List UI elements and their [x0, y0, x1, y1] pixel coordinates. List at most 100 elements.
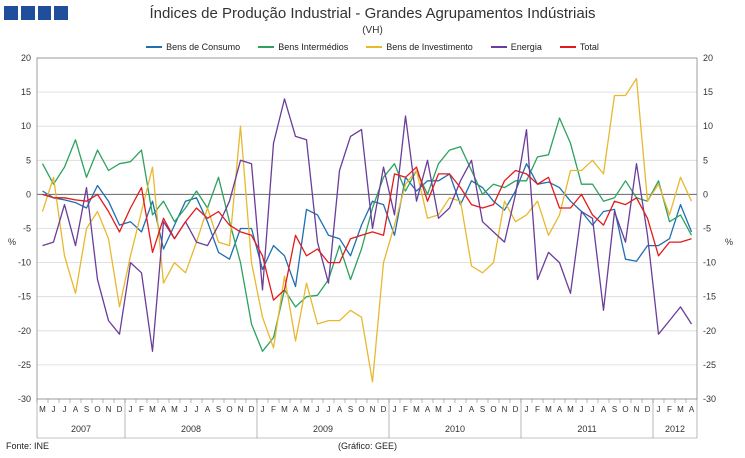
x-month-label: J [459, 405, 463, 414]
series-line-total [42, 166, 692, 301]
x-month-label: J [580, 405, 584, 414]
logo-block [37, 6, 52, 20]
x-month-label: A [73, 405, 79, 414]
y-tick-label-left: 15 [21, 87, 31, 97]
x-month-label: M [435, 405, 442, 414]
y-tick-label-right: 10 [703, 121, 713, 131]
legend-swatch [258, 46, 275, 48]
legend-label: Bens de Consumo [166, 42, 241, 52]
y-tick-label-right: -15 [703, 292, 716, 302]
x-month-label: F [403, 405, 408, 414]
x-month-label: J [591, 405, 595, 414]
x-month-label: O [226, 405, 232, 414]
x-month-label: A [293, 405, 299, 414]
y-tick-label-right: -5 [703, 224, 711, 234]
x-month-label: J [184, 405, 188, 414]
x-month-label: D [381, 405, 387, 414]
x-month-label: M [171, 405, 178, 414]
x-month-label: A [557, 405, 563, 414]
legend-item: Energia [490, 42, 542, 52]
x-month-label: S [348, 405, 353, 414]
x-month-label: D [117, 405, 123, 414]
y-tick-label-left: -25 [18, 360, 31, 370]
x-month-label: A [205, 405, 211, 414]
x-month-label: F [139, 405, 144, 414]
x-month-label: D [645, 405, 651, 414]
x-month-label: S [612, 405, 617, 414]
x-month-label: J [195, 405, 199, 414]
x-month-label: N [502, 405, 508, 414]
y-tick-label-right: -10 [703, 258, 716, 268]
y-tick-label-right: -25 [703, 360, 716, 370]
x-year-label: 2011 [577, 424, 596, 434]
y-tick-label-left: -30 [18, 394, 31, 404]
y-tick-label-left: -5 [23, 224, 31, 234]
x-month-label: M [281, 405, 288, 414]
series-line-energia [42, 98, 693, 352]
y-tick-label-right: 15 [703, 87, 713, 97]
y-tick-label-right: 0 [703, 189, 708, 199]
x-month-label: M [39, 405, 46, 414]
series-line-bens-de-investimento [41, 77, 693, 383]
x-month-label: A [469, 405, 475, 414]
x-month-label: O [358, 405, 364, 414]
logo-block [54, 6, 68, 20]
x-month-label: J [52, 405, 56, 414]
x-month-label: M [677, 405, 684, 414]
x-month-label: A [601, 405, 607, 414]
x-month-label: N [106, 405, 112, 414]
y-axis-label-left: % [8, 237, 16, 247]
x-month-label: S [480, 405, 485, 414]
y-tick-label-right: -20 [703, 326, 716, 336]
x-month-label: J [525, 405, 529, 414]
x-month-label: J [261, 405, 265, 414]
chart-credit: (Gráfico: GEE) [338, 441, 398, 451]
y-tick-label-right: 20 [703, 53, 713, 63]
x-year-label: 2010 [445, 424, 465, 434]
x-month-label: A [161, 405, 167, 414]
legend-label: Bens Intermédios [278, 42, 349, 52]
legend-swatch [366, 46, 383, 48]
x-month-label: A [337, 405, 343, 414]
x-month-label: S [84, 405, 89, 414]
x-year-label: 2012 [665, 424, 685, 434]
logo-block [4, 6, 18, 20]
y-tick-label-left: -10 [18, 258, 31, 268]
legend-item: Bens Intermédios [258, 42, 348, 52]
x-year-label: 2008 [181, 424, 201, 434]
x-month-label: O [490, 405, 496, 414]
legend-swatch [490, 46, 507, 48]
x-month-label: O [94, 405, 100, 414]
x-month-label: F [535, 405, 540, 414]
chart-subtitle: (VH) [362, 25, 383, 36]
y-tick-label-left: 0 [26, 189, 31, 199]
x-month-label: J [657, 405, 661, 414]
y-axis-label-right: % [725, 237, 733, 247]
logo-block [20, 6, 35, 20]
x-month-label: M [149, 405, 156, 414]
legend-item: Bens de Consumo [146, 42, 240, 52]
y-tick-label-right: 5 [703, 155, 708, 165]
legend-item: Total [559, 42, 599, 52]
x-month-label: O [622, 405, 628, 414]
x-month-label: J [327, 405, 331, 414]
x-month-label: J [448, 405, 452, 414]
y-tick-label-left: 10 [21, 121, 31, 131]
x-month-label: F [667, 405, 672, 414]
y-tick-label-left: -20 [18, 326, 31, 336]
x-year-label: 2009 [313, 424, 333, 434]
brand-logo [4, 6, 68, 20]
x-month-label: J [63, 405, 67, 414]
x-month-label: J [129, 405, 133, 414]
y-tick-label-left: 5 [26, 155, 31, 165]
source-note: Fonte: INE [6, 441, 50, 451]
legend-swatch [146, 46, 163, 48]
chart-title: Índices de Produção Industrial - Grandes… [149, 5, 596, 22]
x-month-label: D [513, 405, 519, 414]
x-month-label: F [271, 405, 276, 414]
legend-swatch [559, 46, 576, 48]
x-month-label: N [370, 405, 376, 414]
x-month-label: A [689, 405, 695, 414]
legend-label: Total [579, 42, 599, 52]
x-month-label: S [216, 405, 221, 414]
